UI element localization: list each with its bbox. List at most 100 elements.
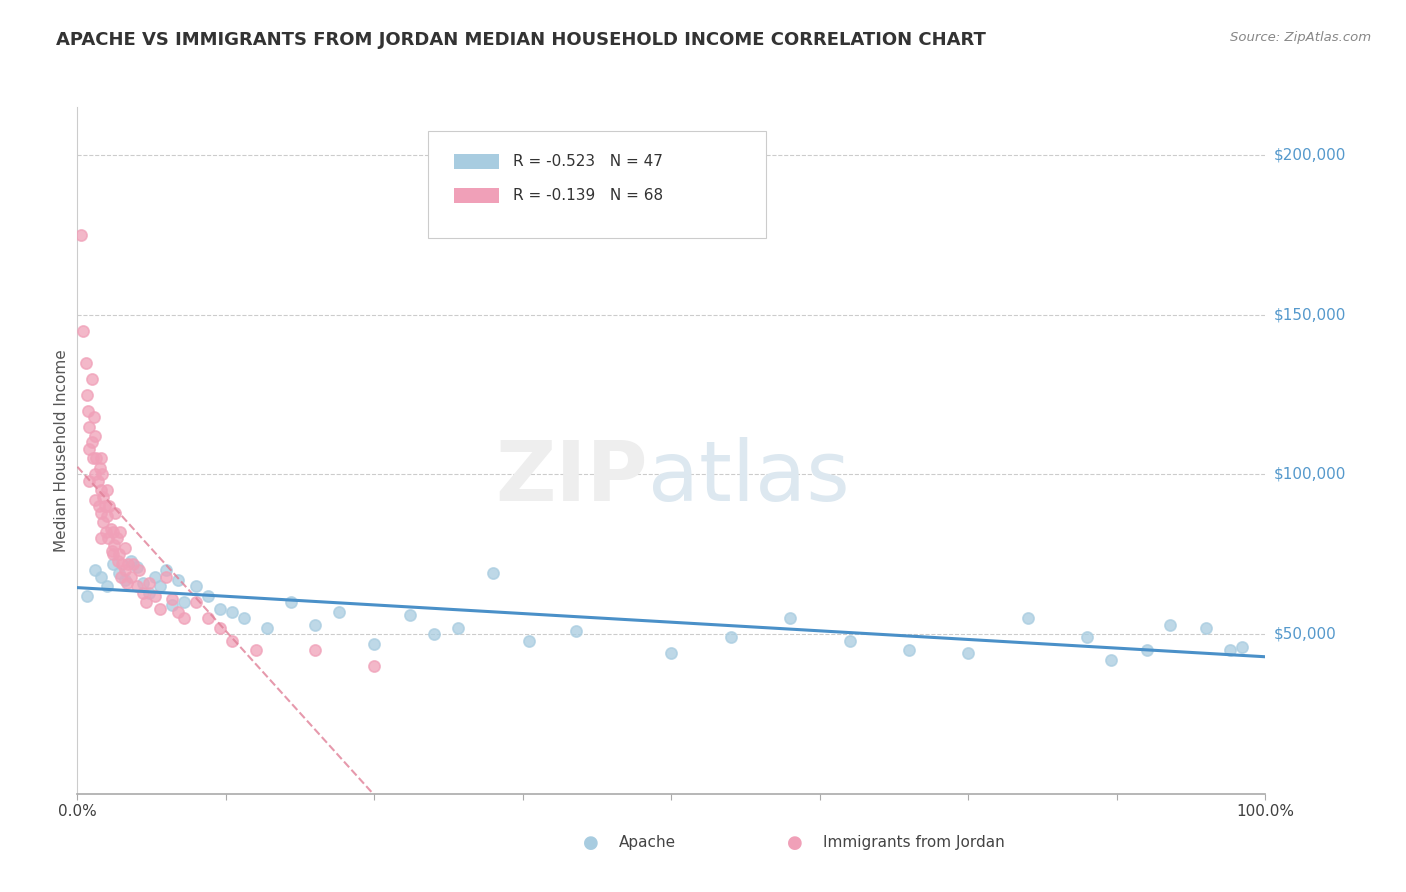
Point xyxy=(84,563,107,577)
Bar xyxy=(454,188,499,203)
Point xyxy=(84,429,107,443)
Point xyxy=(114,541,136,555)
Point xyxy=(565,624,588,638)
Point xyxy=(221,605,243,619)
Point xyxy=(128,563,150,577)
Point xyxy=(245,643,267,657)
Point xyxy=(143,569,166,583)
Point xyxy=(328,605,350,619)
Point xyxy=(110,569,132,583)
Point xyxy=(138,585,160,599)
Point xyxy=(111,557,134,571)
Text: Apache: Apache xyxy=(619,836,676,850)
Point xyxy=(957,646,980,660)
Point xyxy=(256,621,278,635)
Text: ZIP: ZIP xyxy=(495,437,648,518)
Point xyxy=(90,483,112,498)
Point xyxy=(143,589,166,603)
Point xyxy=(280,595,302,609)
Point xyxy=(167,605,190,619)
Point xyxy=(101,544,124,558)
Point xyxy=(90,506,112,520)
Point xyxy=(77,403,100,417)
Text: $50,000: $50,000 xyxy=(1274,627,1337,641)
Point xyxy=(96,483,118,498)
Point xyxy=(363,637,385,651)
Point xyxy=(1230,640,1253,654)
Point xyxy=(208,621,231,635)
Point xyxy=(720,631,742,645)
Point xyxy=(149,601,172,615)
Point xyxy=(125,560,148,574)
Text: ●: ● xyxy=(786,834,803,852)
Point xyxy=(90,451,112,466)
Text: $150,000: $150,000 xyxy=(1274,307,1346,322)
Point xyxy=(82,451,104,466)
Point xyxy=(1099,653,1122,667)
Point xyxy=(304,617,326,632)
Point xyxy=(1017,611,1039,625)
Text: R = -0.523   N = 47: R = -0.523 N = 47 xyxy=(513,153,664,169)
Point xyxy=(517,633,540,648)
Point xyxy=(117,557,139,571)
Point xyxy=(1195,621,1218,635)
Point xyxy=(101,547,124,561)
Point xyxy=(77,474,100,488)
Text: Source: ZipAtlas.com: Source: ZipAtlas.com xyxy=(1230,31,1371,45)
Text: atlas: atlas xyxy=(648,437,849,518)
Point xyxy=(70,227,93,242)
Point xyxy=(77,419,100,434)
Point xyxy=(446,621,468,635)
Point xyxy=(72,324,94,338)
Point xyxy=(173,595,195,609)
Point xyxy=(93,500,115,514)
Point xyxy=(101,557,124,571)
Point xyxy=(898,643,921,657)
Point xyxy=(125,579,148,593)
Point xyxy=(96,579,118,593)
Point xyxy=(80,435,103,450)
Point xyxy=(1219,643,1241,657)
Point xyxy=(162,592,184,607)
Text: APACHE VS IMMIGRANTS FROM JORDAN MEDIAN HOUSEHOLD INCOME CORRELATION CHART: APACHE VS IMMIGRANTS FROM JORDAN MEDIAN … xyxy=(56,31,986,49)
Point xyxy=(108,524,131,539)
Point xyxy=(1159,617,1181,632)
Point xyxy=(114,563,136,577)
Point xyxy=(93,516,115,530)
Point xyxy=(208,601,231,615)
Y-axis label: Median Household Income: Median Household Income xyxy=(53,349,69,552)
Point xyxy=(149,579,172,593)
Point xyxy=(186,579,208,593)
Point xyxy=(363,659,385,673)
Point xyxy=(1136,643,1159,657)
Point xyxy=(100,522,122,536)
Point xyxy=(221,633,243,648)
Point xyxy=(91,467,114,482)
Point xyxy=(96,508,118,523)
Text: R = -0.139   N = 68: R = -0.139 N = 68 xyxy=(513,188,664,203)
Point xyxy=(162,599,184,613)
Point xyxy=(86,451,108,466)
Point xyxy=(173,611,195,625)
Point xyxy=(75,356,97,370)
Point xyxy=(304,643,326,657)
Point xyxy=(138,576,160,591)
Point xyxy=(87,500,110,514)
Point xyxy=(104,506,127,520)
Text: $100,000: $100,000 xyxy=(1274,467,1346,482)
Point xyxy=(101,524,124,539)
Point xyxy=(423,627,446,641)
Point xyxy=(661,646,683,660)
Text: $200,000: $200,000 xyxy=(1274,147,1346,162)
Point xyxy=(84,493,107,508)
Point xyxy=(1076,631,1098,645)
Point xyxy=(155,569,177,583)
Point xyxy=(76,387,98,401)
Point xyxy=(97,531,120,545)
Point xyxy=(120,554,142,568)
Point xyxy=(107,554,129,568)
Point xyxy=(197,611,219,625)
Point xyxy=(89,461,111,475)
Point xyxy=(98,500,121,514)
Point xyxy=(77,442,100,456)
